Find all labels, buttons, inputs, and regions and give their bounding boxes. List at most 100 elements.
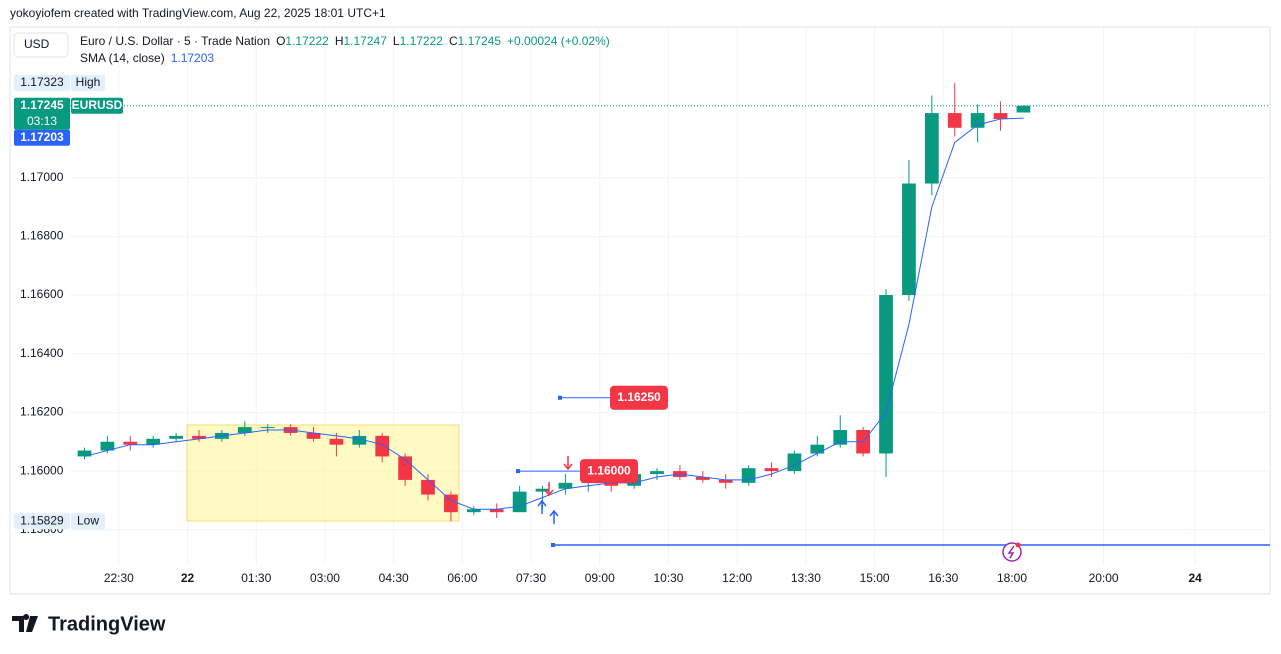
- x-tick-label: 06:00: [447, 571, 477, 585]
- candle-body: [260, 427, 275, 429]
- buy-arrow: [537, 499, 547, 514]
- symbol-tag: EURUSD: [72, 98, 123, 112]
- candle-body: [810, 444, 825, 454]
- candle-body: [741, 468, 756, 483]
- candle-body: [1016, 105, 1031, 113]
- sma-line: [84, 117, 1024, 510]
- legend-text: +0.00024 (+0.02%): [507, 34, 610, 48]
- low-tag-box: [71, 513, 105, 530]
- credit: yokoyiofem created with TradingView.com,…: [10, 6, 386, 20]
- line-handle: [551, 543, 555, 547]
- x-tick-label: 07:30: [516, 571, 546, 585]
- x-tick-label: 10:30: [653, 571, 683, 585]
- x-tick-label: 13:30: [791, 571, 821, 585]
- x-tick-label: 15:00: [860, 571, 890, 585]
- x-tick-label: 12:00: [722, 571, 752, 585]
- legend-text: C: [449, 34, 458, 48]
- sma-price: 1.17203: [20, 130, 64, 144]
- candle-body: [77, 450, 92, 457]
- y-tick-label: 1.16200: [20, 405, 64, 419]
- candle-body: [352, 435, 367, 445]
- x-tick-label: 01:30: [241, 571, 271, 585]
- candle-body: [558, 482, 573, 489]
- legend-text: 1.17203: [171, 51, 215, 65]
- brand: TradingView: [48, 613, 166, 635]
- candle-body: [375, 435, 390, 457]
- grid: 1.158001.160001.162001.164001.166001.168…: [20, 28, 1270, 585]
- legend-text: 1.17247: [343, 34, 387, 48]
- candle-body: [329, 438, 344, 445]
- event-icon: [1002, 542, 1022, 562]
- logo: TradingView: [12, 613, 166, 635]
- annotation-handle: [558, 395, 562, 400]
- sma-legend: SMA (14, close) 1.17203: [80, 51, 214, 65]
- sma-price-box: [14, 129, 70, 146]
- candle-body: [535, 488, 550, 492]
- high-tag-box: [71, 74, 105, 91]
- x-tick-label: 16:30: [928, 571, 958, 585]
- candle-body: [100, 441, 115, 451]
- highlight-box: [186, 424, 460, 522]
- x-tick-label: 20:00: [1089, 571, 1119, 585]
- candle-body: [306, 432, 321, 439]
- y-tick-label: 1.16400: [20, 346, 64, 360]
- high-price-box: [14, 74, 70, 91]
- x-tick-label: 03:00: [310, 571, 340, 585]
- annotation-box: [580, 459, 638, 484]
- legend-text: 1.17222: [400, 34, 444, 48]
- y-tick-label: 1.17000: [20, 170, 64, 184]
- legend-text: H: [335, 34, 344, 48]
- candle-body: [512, 491, 527, 513]
- legend-text: L: [393, 34, 400, 48]
- candle-body: [650, 471, 664, 475]
- low-price-box: [14, 513, 70, 530]
- candle-body: [833, 430, 848, 445]
- high-price: 1.17323: [20, 75, 64, 89]
- countdown: 03:13: [27, 114, 57, 128]
- candle-body: [924, 113, 939, 184]
- x-tick-label: 24: [1189, 571, 1203, 585]
- low-tag: Low: [77, 513, 99, 527]
- high-tag: High: [76, 75, 101, 89]
- candle-body: [695, 476, 710, 480]
- y-tick-label: 1.16800: [20, 229, 64, 243]
- y-tick-label: 1.16000: [20, 463, 64, 477]
- candle-body: [192, 435, 206, 439]
- annotation-label: 1.16000: [587, 463, 631, 477]
- x-tick-label: 04:30: [379, 571, 409, 585]
- candle-body: [718, 479, 733, 483]
- candle-body: [489, 509, 504, 513]
- price-labels: 1.17323 High 1.15829 Low 1.17245 03:13 EURUSD 1…: [14, 74, 123, 530]
- symbol-tag-box: [71, 97, 123, 114]
- annotation-handle: [516, 469, 520, 474]
- candle-body: [764, 468, 779, 472]
- x-tick-label: 22: [181, 571, 195, 585]
- candle-body: [902, 183, 916, 296]
- annotation-box: [610, 385, 668, 410]
- candle-body: [879, 295, 893, 454]
- legend: Euro / U.S. Dollar · 5 · Trade Nation O1.…: [80, 34, 610, 48]
- sell-arrow: [563, 456, 573, 471]
- candle-body: [947, 113, 962, 128]
- candle-body: [993, 113, 1008, 119]
- buy-arrow: [549, 509, 559, 524]
- currency-button[interactable]: [13, 32, 69, 58]
- candle-body: [466, 509, 481, 513]
- low-price: 1.15829: [20, 513, 64, 527]
- last-price-box: [14, 97, 70, 130]
- candle-body: [237, 427, 252, 433]
- last-price: 1.17245: [20, 98, 64, 112]
- event-bolt: [1007, 545, 1015, 559]
- x-tick-label: 18:00: [997, 571, 1027, 585]
- candle-body: [123, 441, 138, 445]
- x-tick-label: 22:30: [104, 571, 134, 585]
- y-tick-label: 1.16600: [20, 287, 64, 301]
- candle-body: [169, 435, 183, 439]
- legend-text: SMA (14, close): [80, 51, 165, 65]
- event-dot: [1015, 542, 1021, 548]
- currency[interactable]: USD: [24, 37, 50, 51]
- logo-mark: [12, 614, 38, 632]
- candle-body: [421, 479, 435, 495]
- legend-text: 1.17222: [285, 34, 329, 48]
